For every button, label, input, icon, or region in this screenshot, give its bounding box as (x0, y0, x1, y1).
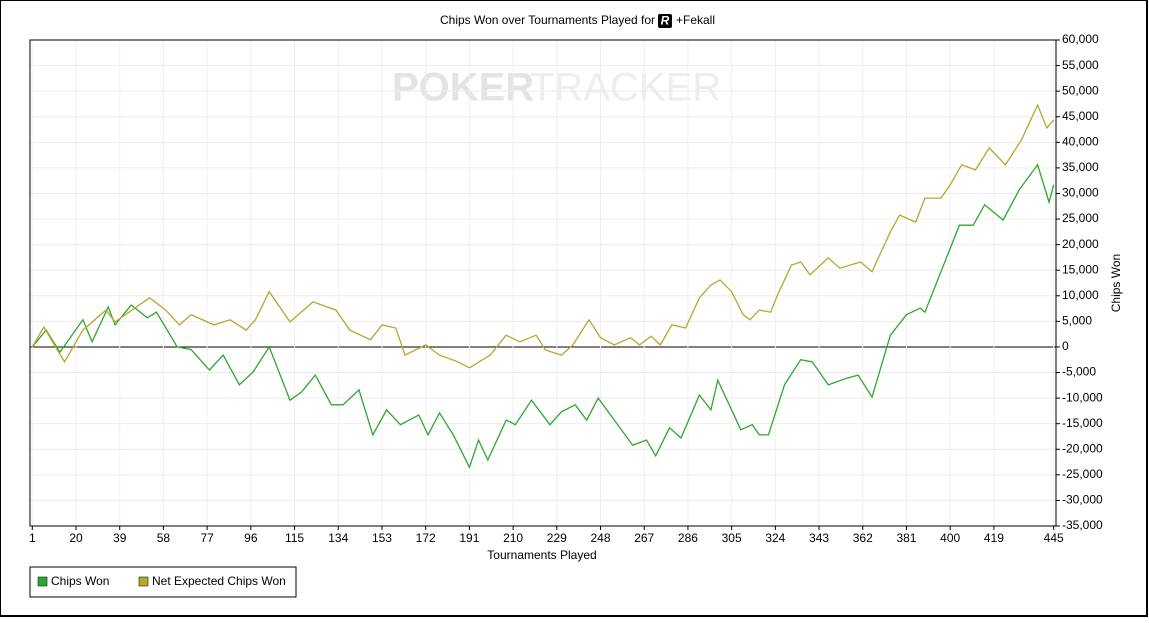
x-tick-label: 286 (678, 531, 698, 545)
y-tick-label: -20,000 (1062, 441, 1103, 455)
y-tick-label: 55,000 (1062, 58, 1099, 72)
title-badge-bg (658, 14, 672, 28)
x-tick-label: 77 (200, 531, 214, 545)
watermark-text: POKER (392, 66, 534, 110)
y-tick-label: 20,000 (1062, 237, 1099, 251)
y-tick-label: -25,000 (1062, 467, 1103, 481)
y-axis-label: Chips Won (1109, 254, 1123, 312)
y-tick-label: 45,000 (1062, 109, 1099, 123)
y-tick-label: 60,000 (1062, 32, 1099, 46)
y-tick-label: -10,000 (1062, 390, 1103, 404)
x-tick-label: 210 (503, 531, 523, 545)
x-tick-label: 343 (809, 531, 829, 545)
x-tick-label: 134 (328, 531, 348, 545)
legend (29, 566, 297, 598)
x-tick-label: 96 (244, 531, 258, 545)
y-tick-label: 15,000 (1062, 262, 1099, 276)
watermark-text: TRACKER (530, 66, 721, 110)
x-tick-label: 324 (765, 531, 785, 545)
series-line (31, 103, 1055, 369)
x-tick-label: 58 (157, 531, 171, 545)
x-tick-label: 1 (29, 531, 36, 545)
y-tick-label: -15,000 (1062, 416, 1103, 430)
x-axis-label: Tournaments Played (487, 548, 596, 562)
x-tick-label: 229 (547, 531, 567, 545)
x-tick-label: 191 (459, 531, 479, 545)
x-tick-label: 153 (372, 531, 392, 545)
x-tick-label: 115 (285, 531, 304, 545)
legend-label: Net Expected Chips Won (152, 574, 286, 588)
title-badge: R (661, 14, 670, 28)
y-tick-label: 0 (1062, 339, 1069, 353)
y-tick-label: -35,000 (1062, 518, 1103, 532)
x-tick-label: 362 (853, 531, 873, 545)
y-tick-label: 10,000 (1062, 288, 1099, 302)
plot-border (29, 39, 1057, 527)
x-tick-label: 248 (590, 531, 610, 545)
chart-title: Chips Won over Tournaments Played for (440, 13, 655, 27)
watermark: POKER TRACKER (392, 66, 721, 110)
x-tick-label: 305 (722, 531, 742, 545)
x-tick-label: 39 (113, 531, 127, 545)
legend-swatch (138, 576, 149, 587)
x-tick-label: 419 (984, 531, 1004, 545)
x-tick-label: 445 (1044, 531, 1064, 545)
y-tick-label: 40,000 (1062, 134, 1099, 148)
x-tick-label: 381 (896, 531, 916, 545)
series-line (31, 163, 1055, 469)
y-tick-label: -5,000 (1062, 365, 1096, 379)
y-tick-label: -30,000 (1062, 493, 1103, 507)
x-tick-label: 20 (69, 531, 83, 545)
x-tick-label: 172 (416, 531, 436, 545)
legend-label: Chips Won (51, 574, 109, 588)
legend-swatch (37, 576, 48, 587)
x-tick-label: 267 (634, 531, 654, 545)
y-tick-label: 35,000 (1062, 160, 1099, 174)
x-tick-label: 400 (940, 531, 960, 545)
y-tick-label: 50,000 (1062, 83, 1099, 97)
y-tick-label: 30,000 (1062, 186, 1099, 200)
y-tick-label: 5,000 (1062, 314, 1092, 328)
title-suffix: +Fekall (676, 13, 715, 27)
y-tick-label: 25,000 (1062, 211, 1099, 225)
